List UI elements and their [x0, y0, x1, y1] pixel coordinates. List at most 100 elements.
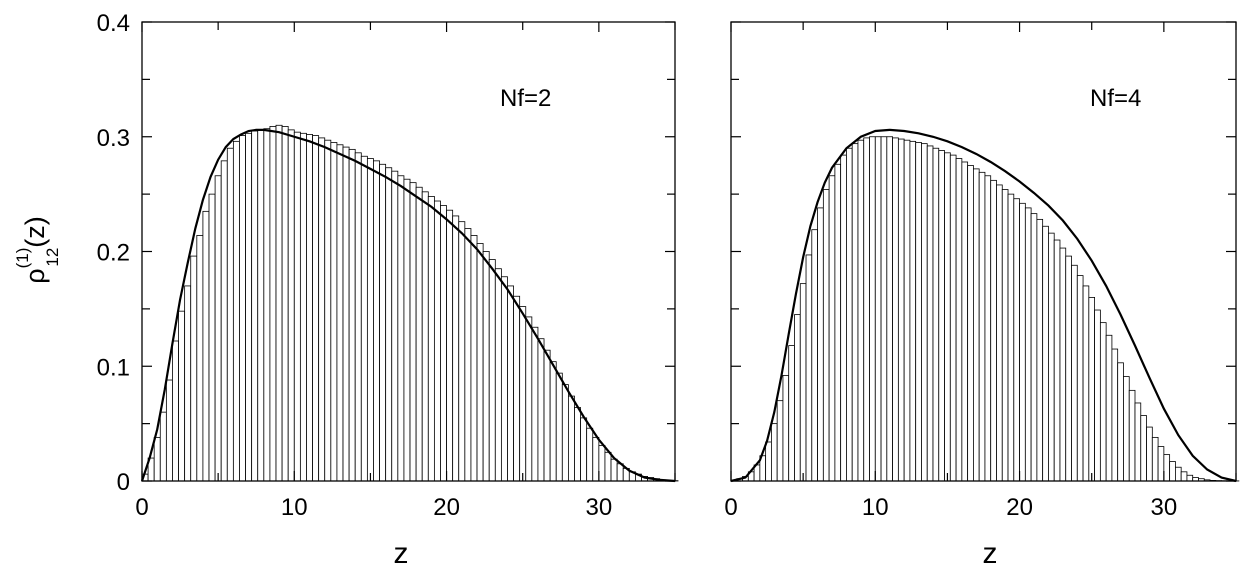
histogram-bar: [840, 154, 847, 482]
histogram-bar: [996, 184, 1003, 482]
axis-ticks: [141, 21, 676, 482]
histogram-bar: [336, 144, 344, 482]
histogram-bar: [360, 155, 368, 482]
histogram-bar: [1019, 202, 1026, 482]
histogram-bar: [500, 276, 508, 482]
y-tick-label: 0.3: [97, 125, 130, 152]
histogram-bar: [616, 463, 624, 482]
x-tick-labels: 0 10 20 30: [135, 494, 612, 521]
histogram-bar: [1146, 426, 1153, 482]
histogram-bar: [1151, 436, 1159, 482]
histogram-bar: [926, 145, 934, 482]
histogram-bar: [961, 161, 969, 482]
histogram-bar: [306, 134, 313, 482]
histogram-bar: [1007, 193, 1015, 482]
histogram-bar: [421, 191, 429, 482]
histogram-bar: [232, 140, 240, 482]
histogram-bar: [433, 200, 441, 482]
histogram-bar: [549, 361, 557, 482]
y-axis-title-suffix: (z): [20, 216, 50, 247]
y-axis-title-superscript: (1): [13, 248, 32, 269]
histogram-bar: [1111, 348, 1119, 482]
svg-text:ρ(1)12(z): ρ(1) 12(z): [13, 216, 62, 284]
histogram-bar: [1065, 255, 1072, 482]
histogram-bar: [921, 143, 928, 482]
histogram-bar: [822, 189, 830, 482]
histogram-bar: [366, 158, 374, 482]
histogram-bar: [312, 135, 320, 482]
histogram-bar: [869, 136, 876, 482]
x-axis-title: z: [394, 537, 409, 569]
histogram-bar: [251, 130, 259, 482]
histogram-bar: [342, 146, 350, 482]
histogram-bar: [938, 150, 945, 482]
histogram-bar: [834, 163, 842, 482]
histogram-bar: [184, 285, 192, 482]
x-tick-labels: 0 10 20 30: [724, 494, 1177, 521]
histogram-bar: [196, 235, 204, 482]
histogram-bar: [269, 126, 277, 482]
histogram-bar: [519, 306, 527, 482]
x-tick-label: 0: [135, 494, 148, 521]
histogram-bar: [476, 243, 484, 482]
histogram-bars: [730, 136, 1240, 482]
y-tick-label: 0: [117, 469, 130, 496]
histogram-bar: [892, 137, 899, 482]
histogram-bar: [415, 186, 423, 482]
histogram-bar: [1128, 389, 1136, 482]
histogram-bar: [202, 210, 210, 482]
theory-curve: [140, 128, 676, 483]
y-tick-label: 0.2: [97, 240, 130, 267]
x-tick-label: 20: [433, 494, 460, 521]
histogram-bar: [1140, 415, 1147, 482]
histogram-bar: [153, 436, 161, 482]
histogram-bar: [880, 136, 888, 482]
histogram-bar: [427, 196, 435, 482]
histogram-bar: [1013, 198, 1020, 482]
panel-annotation: Nf=2: [500, 85, 551, 112]
histogram-bar: [771, 423, 778, 482]
histogram-bar: [446, 209, 454, 482]
histogram-bar: [1175, 466, 1182, 482]
histogram-bar: [190, 255, 198, 482]
theory-curve: [730, 128, 1237, 483]
panel-nf2: 0 10 20 30 0 0.1 0.2 0.3 0.4 Nf=2 z ρ(1) 12(z): [13, 10, 679, 569]
histogram-bar: [1180, 471, 1188, 482]
panel-nf4: 0 10 20 30 Nf=4 z: [724, 21, 1240, 569]
histogram-bar: [555, 372, 563, 482]
histogram-bar: [851, 143, 859, 482]
histogram-bar: [165, 379, 173, 482]
histogram-bar: [403, 178, 411, 482]
histogram-bar: [1076, 275, 1084, 482]
histogram-bar: [568, 395, 575, 482]
y-tick-label: 0.4: [97, 10, 130, 37]
histogram-bar: [610, 458, 618, 482]
histogram-bar: [507, 285, 514, 482]
histogram-bar: [973, 168, 980, 482]
histogram-bar: [391, 170, 399, 482]
histogram-bar: [1186, 474, 1194, 482]
histogram-bar: [586, 427, 594, 482]
histogram-bar: [990, 179, 997, 482]
y-axis-title: ρ(1) 12(z): [13, 216, 62, 284]
histogram-bar: [604, 451, 612, 482]
x-tick-label: 30: [1151, 494, 1178, 521]
histogram-bar: [811, 229, 818, 482]
histogram-bar: [299, 132, 307, 482]
histogram-bar: [561, 384, 569, 482]
histogram-bar: [525, 316, 533, 482]
histogram-bar: [1105, 334, 1113, 482]
histogram-bar: [263, 128, 271, 482]
x-tick-label: 10: [281, 494, 308, 521]
histogram-bar: [1053, 239, 1061, 482]
histogram-bar: [397, 175, 405, 482]
y-tick-labels: 0 0.1 0.2 0.3 0.4: [97, 10, 130, 496]
histogram-bar: [909, 140, 917, 482]
y-axis-title-main: ρ: [20, 268, 50, 283]
histogram-bar: [385, 167, 393, 482]
histogram-bar: [159, 411, 167, 482]
histogram-bar: [863, 137, 870, 482]
histogram-bar: [1042, 225, 1049, 482]
histogram-bar: [531, 326, 539, 482]
